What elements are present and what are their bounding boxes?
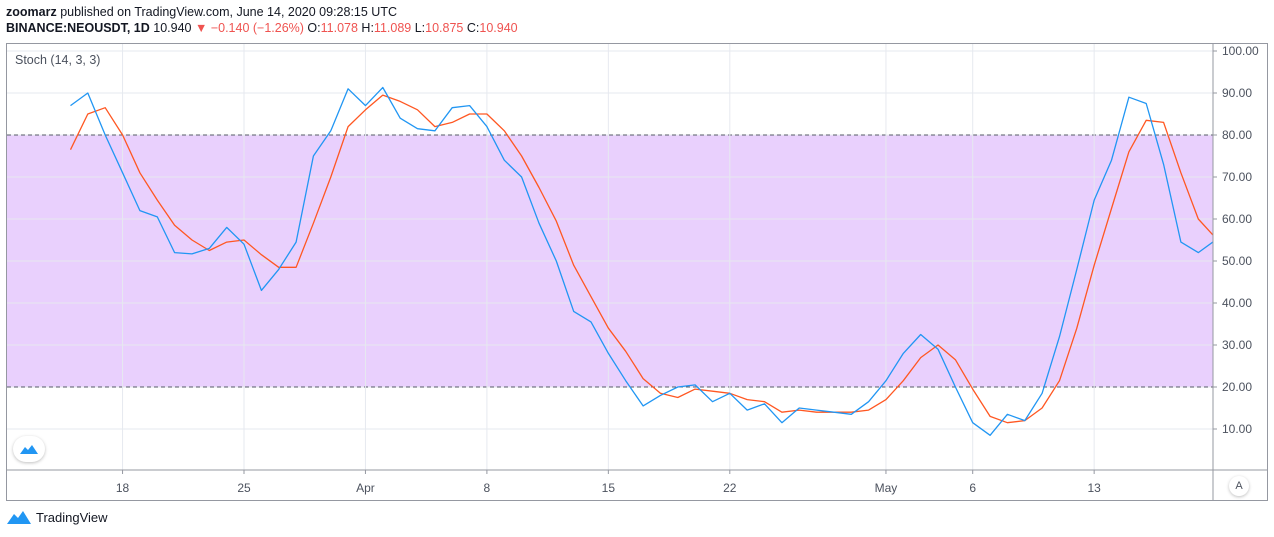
y-tick-label-5: 50.00 [1222, 254, 1252, 268]
open-label: O: [307, 21, 321, 35]
open-value: 11.078 [320, 21, 358, 35]
x-tick-label-1: 25 [237, 481, 251, 495]
high-value: 11.089 [373, 21, 412, 35]
author-name[interactable]: zoomarz [6, 5, 57, 19]
x-tick-label-5: 22 [723, 481, 737, 495]
close-label: C: [466, 21, 480, 35]
x-tick-label-3: 8 [484, 481, 491, 495]
y-tick-label-7: 30.00 [1222, 338, 1252, 352]
published-text: published on TradingView.com, June 14, 2… [60, 5, 397, 19]
price-change: ▼ −0.140 (−1.26%) [194, 21, 304, 35]
chart-frame [6, 43, 1268, 501]
low-value: 10.875 [425, 21, 464, 35]
x-tick-label-7: 6 [969, 481, 976, 495]
publish-info: zoomarz published on TradingView.com, Ju… [6, 5, 397, 19]
symbol-name: BINANCE:NEOUSDT, 1D [6, 21, 150, 35]
series-line-k [70, 86, 1213, 436]
auto-scale-button[interactable]: A [1229, 476, 1249, 496]
tradingview-logo-icon [7, 511, 31, 524]
y-tick-label-3: 70.00 [1222, 170, 1252, 184]
x-tick-label-4: 15 [602, 481, 616, 495]
tradingview-cloud-icon [20, 445, 38, 454]
y-tick-label-6: 40.00 [1222, 296, 1252, 310]
symbol-legend: BINANCE:NEOUSDT, 1D 10.940 ▼ −0.140 (−1.… [6, 21, 518, 35]
x-tick-label-8: 13 [1087, 481, 1101, 495]
footer-brand-label: TradingView [36, 509, 108, 525]
close-value: 10.940 [479, 21, 518, 35]
low-label: L: [414, 21, 426, 35]
x-tick-label-0: 18 [116, 481, 130, 495]
last-price: 10.940 [153, 21, 192, 35]
x-tick-label-6: May [875, 481, 898, 495]
x-tick-label-2: Apr [356, 481, 375, 495]
y-tick-label-2: 80.00 [1222, 128, 1252, 142]
study-title[interactable]: Stoch (14, 3, 3) [15, 53, 101, 67]
y-tick-label-9: 10.00 [1222, 422, 1252, 436]
high-label: H: [361, 21, 374, 35]
footer-brand[interactable]: TradingView [6, 509, 108, 525]
y-tick-label-1: 90.00 [1222, 86, 1252, 100]
y-tick-label-4: 60.00 [1222, 212, 1252, 226]
chart-logo-badge[interactable] [13, 436, 45, 462]
y-tick-label-8: 20.00 [1222, 380, 1252, 394]
y-tick-label-0: 100.00 [1222, 44, 1259, 58]
